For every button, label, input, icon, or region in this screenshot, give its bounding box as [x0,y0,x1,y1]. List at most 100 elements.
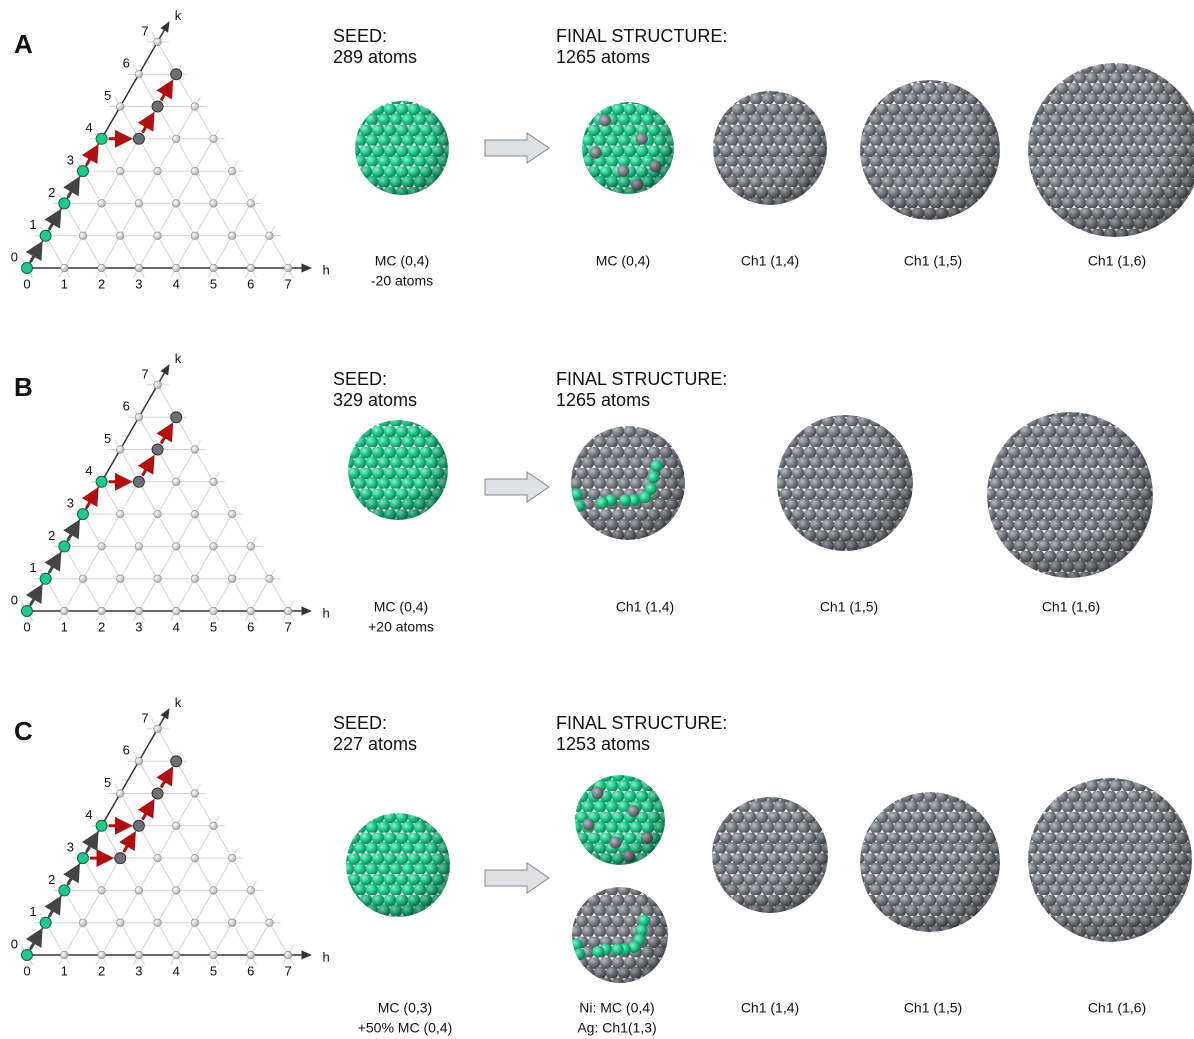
lattice-node [266,232,274,240]
cluster [1028,778,1192,942]
final-count: 1253 atoms [556,734,650,754]
lattice-node [172,951,180,959]
cluster [575,775,665,865]
path-arrow [142,457,153,475]
lattice-node [116,919,124,927]
lattice-node [210,607,218,615]
process-arrow [485,863,549,893]
h-axis-label: h [322,605,329,620]
cluster-shade [987,412,1153,578]
h-axis-label: h [322,949,329,964]
path-node [77,509,88,520]
path-arrow [161,82,172,100]
path-node [171,69,182,80]
path-arrow [31,243,42,261]
h-label: 7 [284,276,291,291]
path-node [40,230,51,241]
lattice-node [79,919,87,927]
final-count: 1265 atoms [556,390,650,410]
cluster [860,80,1000,220]
h-label: 2 [98,963,105,978]
path-node [22,606,33,617]
lattice-node [210,887,218,895]
h-label: 4 [173,276,180,291]
cluster [777,415,913,551]
figure: Ahk0123456701234567SEED:289 atomsFINAL S… [0,0,1194,1039]
lattice-node [228,167,236,175]
lattice-node [266,919,274,927]
k-label: 5 [104,775,111,790]
lattice-node [266,575,274,583]
final-caption: Ni: MC (0,4) [579,1000,654,1016]
path-node [96,476,107,487]
panel-label: B [14,372,33,402]
lattice-node [191,103,199,111]
h-label: 1 [61,276,68,291]
lattice-node [247,264,255,272]
h-label: 6 [247,963,254,978]
h-label: 5 [210,276,217,291]
path-node [22,263,33,274]
h-label: 5 [210,963,217,978]
k-label: 7 [141,366,148,381]
lattice-node [172,887,180,895]
lattice-line [171,161,238,277]
lattice-node [210,478,218,486]
path-node [77,853,88,864]
lattice-node [284,264,292,272]
path-node [22,950,33,961]
lattice-node [191,919,199,927]
lattice-node [210,543,218,551]
h-axis-label: h [322,262,329,277]
lattice-node [61,264,69,272]
h-label: 1 [61,963,68,978]
path-node [115,853,126,864]
lattice-node [79,232,87,240]
lattice-node [135,757,143,765]
cluster [571,426,685,540]
cluster-shade [346,813,450,917]
lattice-node [210,200,218,208]
path-arrow [86,834,97,852]
lattice-node [172,822,180,830]
k-label: 3 [67,153,74,168]
k-label: 6 [123,399,130,414]
lattice-node [191,510,199,518]
lattice-node [247,200,255,208]
cluster-shade [572,887,668,983]
h-label: 2 [98,276,105,291]
lattice-node [61,951,69,959]
h-label: 6 [247,619,254,634]
cluster-shade [355,101,449,195]
lattice-node [172,543,180,551]
h-label: 3 [135,963,142,978]
lattice-node [210,264,218,272]
path-arrow [124,834,135,852]
k-label: 1 [29,560,36,575]
lattice-node [172,135,180,143]
process-arrow [485,472,549,502]
lattice-node [116,790,124,798]
k-label: 1 [29,217,36,232]
final-caption: Ch1 (1,6) [1088,1000,1146,1016]
lattice-node [247,951,255,959]
seed-heading: SEED: [333,713,387,733]
cluster-shade [575,775,665,865]
lattice-line [115,440,219,621]
k-label: 5 [104,431,111,446]
lattice-node [116,446,124,454]
h-label: 4 [173,619,180,634]
lattice-node [98,887,106,895]
lattice-node [228,854,236,862]
path-node [133,820,144,831]
lattice-node [191,575,199,583]
panel: Chk0123456701234567SEED:227 atomsFINAL S… [11,695,1192,1036]
lattice-node [172,264,180,272]
lattice-node [172,607,180,615]
final-count: 1265 atoms [556,47,650,67]
cluster [713,91,827,205]
lattice-node [247,607,255,615]
